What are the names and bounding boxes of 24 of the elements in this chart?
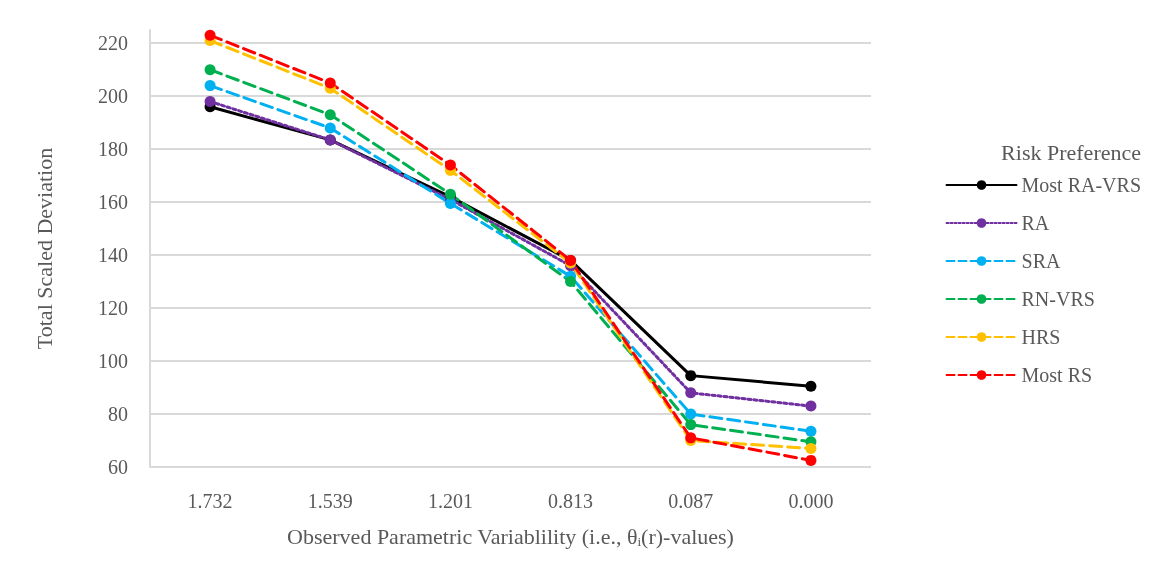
y-axis-title: Total Scaled Deviation: [31, 147, 57, 350]
x-tick-label: 1.732: [187, 490, 233, 512]
y-tick-label: 60: [108, 456, 128, 478]
x-tick-label: 1.539: [307, 490, 353, 512]
y-tick-label: 120: [98, 297, 128, 320]
legend-label: HRS: [1021, 326, 1061, 348]
x-axis-title: Observed Parametric Variablility (i.e., θᵢ(r)-values): [287, 523, 734, 549]
y-tick-label: 80: [108, 403, 128, 426]
x-tick-label: 1.201: [427, 490, 473, 512]
legend-label: RN-VRS: [1021, 288, 1095, 310]
y-tick-label: 100: [98, 350, 128, 373]
legend-title: Risk Preference: [1001, 139, 1142, 165]
y-tick-label: 220: [98, 32, 128, 55]
legend-label: RA: [1021, 212, 1050, 234]
x-tick-label: 0.813: [548, 490, 594, 512]
y-tick-label: 180: [98, 138, 128, 161]
y-tick-label: 140: [98, 244, 128, 267]
y-tick-label: 160: [98, 191, 128, 214]
legend-label: SRA: [1021, 250, 1061, 272]
legend-label: Most RA-VRS: [1021, 174, 1142, 196]
x-tick-label: 0.087: [668, 490, 714, 512]
legend-label: Most RS: [1021, 364, 1093, 386]
y-tick-label: 200: [98, 85, 128, 108]
x-tick-label: 0.000: [788, 490, 834, 512]
